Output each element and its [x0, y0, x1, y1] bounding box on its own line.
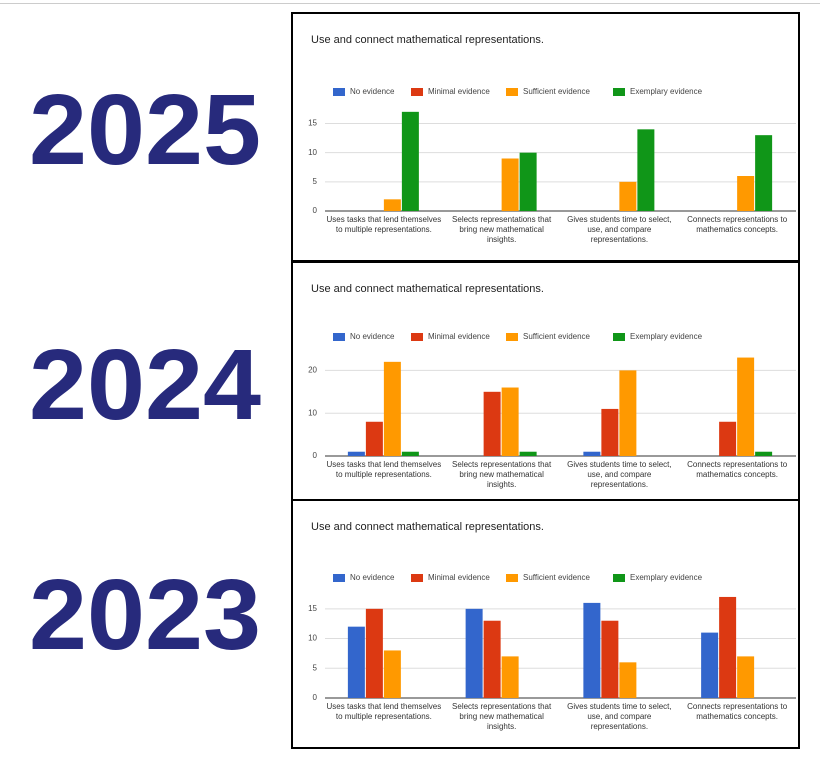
- x-tick-label: Uses tasks that lend themselves to multi…: [326, 702, 442, 721]
- bar: [365, 608, 383, 698]
- bar: [401, 451, 419, 456]
- plot: No evidence Minimal evidence Sufficient ev…: [308, 87, 796, 215]
- y-tick-label: 10: [308, 148, 317, 157]
- legend-swatch: [333, 574, 345, 582]
- legend-label: Exemplary evidence: [630, 332, 703, 341]
- y-tick-label: 0: [313, 451, 318, 460]
- y-tick-label: 0: [313, 693, 318, 702]
- bar: [401, 111, 419, 211]
- x-tick-label: Selects representations that bring new m…: [452, 702, 552, 731]
- legend-label: Exemplary evidence: [630, 87, 703, 96]
- bar: [601, 408, 619, 456]
- legend-label: Minimal evidence: [428, 573, 490, 582]
- bar: [601, 620, 619, 698]
- bar: [347, 451, 365, 456]
- bar: [483, 620, 501, 698]
- y-tick-label: 5: [313, 177, 318, 186]
- chart-panel: Use and connect mathematical representat…: [291, 12, 800, 262]
- bar: [737, 656, 755, 698]
- chart-title: Use and connect mathematical representat…: [311, 283, 544, 295]
- chart-panel: Use and connect mathematical representat…: [291, 261, 800, 501]
- bar: [383, 199, 401, 211]
- legend-swatch: [411, 88, 423, 96]
- legend-label: Sufficient evidence: [523, 332, 591, 341]
- bar: [383, 650, 401, 698]
- bar: [755, 451, 773, 456]
- y-tick-label: 15: [308, 119, 317, 128]
- bar: [619, 370, 637, 456]
- bar: [519, 451, 537, 456]
- y-tick-label: 15: [308, 604, 317, 613]
- bar: [755, 135, 773, 211]
- y-tick-label: 0: [313, 206, 318, 215]
- y-tick-label: 10: [308, 408, 317, 417]
- chart-title: Use and connect mathematical representat…: [311, 521, 544, 533]
- x-tick-label: Connects representations to mathematics …: [687, 460, 788, 479]
- legend-label: Minimal evidence: [428, 87, 490, 96]
- bar: [501, 656, 519, 698]
- bar: [637, 129, 655, 211]
- plot: No evidence Minimal evidence Sufficient ev…: [308, 573, 796, 702]
- bar: [701, 632, 719, 698]
- legend-label: No evidence: [350, 573, 395, 582]
- bar: [719, 596, 737, 698]
- legend-swatch: [411, 574, 423, 582]
- year-label: 2023: [29, 559, 261, 671]
- bar: [383, 361, 401, 456]
- bar: [365, 421, 383, 456]
- top-rule: [0, 3, 820, 4]
- bar: [619, 662, 637, 698]
- bar: [519, 152, 537, 211]
- chart-panel: Use and connect mathematical representat…: [291, 499, 800, 749]
- legend-label: Exemplary evidence: [630, 573, 703, 582]
- x-tick-label: Uses tasks that lend themselves to multi…: [326, 460, 442, 479]
- x-tick-label: Connects representations to mathematics …: [687, 702, 788, 721]
- legend-swatch: [333, 88, 345, 96]
- bar: [465, 608, 483, 698]
- y-tick-label: 5: [313, 663, 318, 672]
- legend-swatch: [506, 88, 518, 96]
- chart-title: Use and connect mathematical representat…: [311, 34, 544, 46]
- bar: [347, 626, 365, 698]
- legend-label: Sufficient evidence: [523, 573, 591, 582]
- legend-swatch: [411, 333, 423, 341]
- legend-swatch: [506, 574, 518, 582]
- x-tick-label: Gives students time to select, use, and …: [567, 215, 672, 244]
- bar: [501, 158, 519, 211]
- x-tick-label: Uses tasks that lend themselves to multi…: [326, 215, 442, 234]
- year-label: 2024: [29, 329, 261, 441]
- bar: [583, 602, 601, 698]
- x-tick-label: Gives students time to select, use, and …: [567, 702, 672, 731]
- x-tick-label: Gives students time to select, use, and …: [567, 460, 672, 489]
- x-tick-label: Connects representations to mathematics …: [687, 215, 788, 234]
- legend-swatch: [506, 333, 518, 341]
- y-tick-label: 10: [308, 634, 317, 643]
- bar: [719, 421, 737, 456]
- bar: [737, 176, 755, 211]
- legend-label: No evidence: [350, 332, 395, 341]
- year-labels: 2025 2024 2023: [29, 74, 261, 671]
- bar: [737, 357, 755, 456]
- y-tick-label: 20: [308, 366, 317, 375]
- legend-label: Minimal evidence: [428, 332, 490, 341]
- bar: [483, 391, 501, 456]
- plot: No evidence Minimal evidence Sufficient ev…: [308, 332, 796, 460]
- bar: [619, 181, 637, 211]
- legend-label: Sufficient evidence: [523, 87, 591, 96]
- x-tick-label: Selects representations that bring new m…: [452, 460, 552, 489]
- year-label: 2025: [29, 74, 261, 186]
- legend-swatch: [613, 88, 625, 96]
- legend-label: No evidence: [350, 87, 395, 96]
- legend-swatch: [333, 333, 345, 341]
- legend-swatch: [613, 574, 625, 582]
- bar: [583, 451, 601, 456]
- bar: [501, 387, 519, 456]
- x-tick-label: Selects representations that bring new m…: [452, 215, 552, 244]
- legend-swatch: [613, 333, 625, 341]
